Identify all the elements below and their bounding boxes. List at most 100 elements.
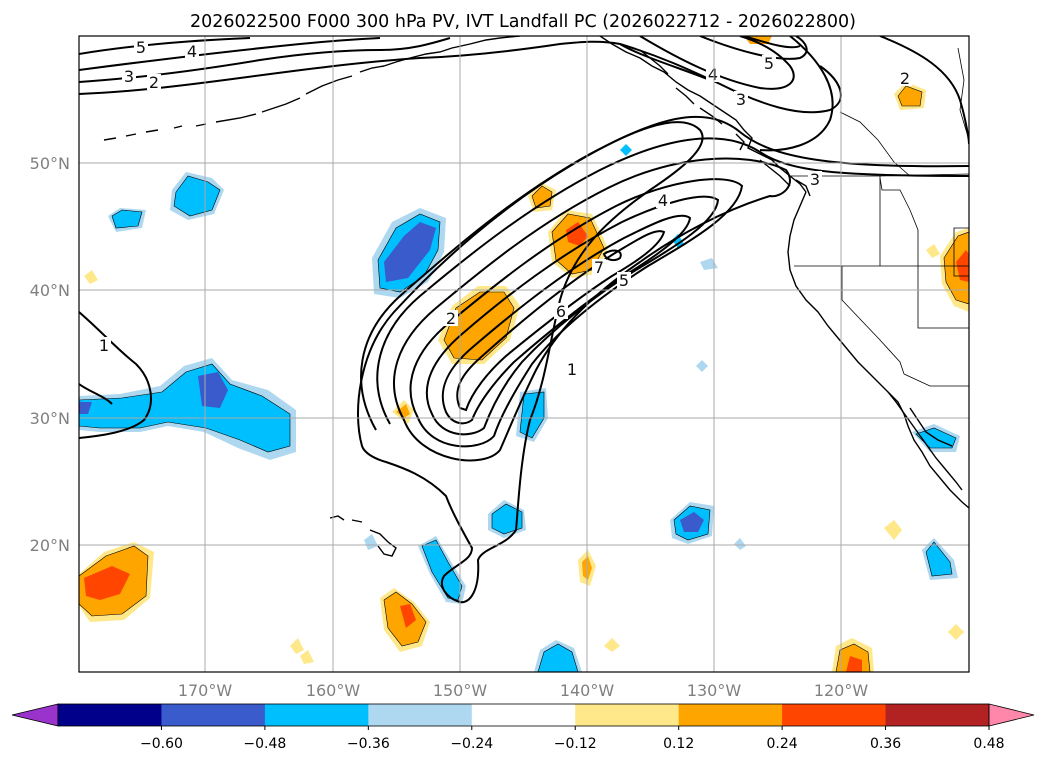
colorbar-tick-label: −0.60 — [140, 736, 183, 752]
colorbar-segments — [58, 704, 990, 726]
ivt-contour — [639, 36, 795, 90]
lat-label: 50°N — [30, 154, 70, 173]
colorbar-segment — [575, 704, 680, 726]
pv-positive-region — [926, 244, 940, 258]
pv-negative-region — [111, 209, 143, 229]
ivt-contour — [602, 249, 622, 262]
contour-label: 5 — [136, 38, 146, 57]
map-title: 2026022500 F000 300 hPa PV, IVT Landfall… — [190, 12, 856, 32]
colorbar-tick-label: −0.48 — [243, 736, 286, 752]
colorbar-tick-label: 0.36 — [870, 736, 901, 752]
lon-label: 140°W — [560, 681, 615, 700]
colorbar-ticks: −0.60 −0.48 −0.36 −0.24 −0.12 0.12 0.24 0.36 0.4… — [140, 726, 1005, 752]
pv-positive-region — [846, 656, 862, 672]
ivt-contours — [79, 36, 969, 604]
contour-label: 4 — [187, 42, 197, 61]
contour-label: 3 — [124, 67, 134, 86]
ivt-contour — [759, 36, 834, 152]
pv-negative-region — [696, 360, 708, 372]
bc-islands — [735, 133, 811, 197]
contour-labels: 5 4 3 2 4 5 3 2 3 4 7 5 6 2 — [97, 38, 912, 379]
colorbar-tick-label: −0.24 — [450, 736, 493, 752]
colorbar-segment — [782, 704, 887, 726]
lon-label: 130°W — [687, 681, 742, 700]
pv-negative-region — [384, 222, 436, 282]
lon-label: 170°W — [178, 681, 233, 700]
map-frame — [78, 35, 970, 673]
latitude-labels: 50°N 40°N 30°N 20°N — [30, 154, 70, 555]
lon-label: 120°W — [814, 681, 869, 700]
ivt-contour — [376, 137, 969, 425]
contour-label: 5 — [619, 271, 629, 290]
pv-positive-region — [948, 624, 964, 640]
colorbar-tick-label: −0.36 — [347, 736, 390, 752]
us-west-coast — [787, 191, 969, 509]
bc-coast — [639, 49, 723, 125]
pv-positive-region — [396, 404, 410, 418]
contour-label: 3 — [736, 90, 746, 109]
lat-label: 40°N — [30, 281, 70, 300]
contour-label: 1 — [99, 336, 109, 355]
aleutian-islands — [103, 65, 385, 141]
pv-positive-region — [566, 222, 588, 246]
longitude-labels: 170°W 160°W 150°W 140°W 130°W 120°W — [178, 681, 869, 700]
ivt-contour — [619, 43, 711, 81]
contour-label: 2 — [446, 309, 456, 328]
pv-negative-region — [620, 144, 632, 156]
ivt-contour — [456, 230, 666, 412]
pv-negative-region — [925, 541, 953, 577]
pv-positive-region — [604, 638, 620, 652]
pv-negative-region — [491, 503, 523, 535]
pv-negative-region — [173, 175, 221, 217]
ivt-contour — [357, 121, 704, 604]
ivt-contour — [79, 383, 113, 405]
ivt-contour — [699, 36, 808, 60]
lon-label: 160°W — [306, 681, 361, 700]
pv-positive-region — [290, 638, 304, 654]
colorbar-segment — [368, 704, 473, 726]
colorbar-extend-left — [11, 703, 59, 727]
colorbar-tick-label: 0.24 — [767, 736, 798, 752]
colorbar-frame — [57, 703, 990, 727]
gridlines — [79, 36, 969, 672]
pv-negative-region — [79, 363, 291, 453]
ivt-contour — [425, 195, 720, 436]
colorbar-tick-label: 0.12 — [663, 736, 694, 752]
pv-negative-region — [672, 234, 684, 248]
colorbar-tick-label: 0.48 — [973, 736, 1004, 752]
colorbar-extend-right — [988, 703, 1035, 727]
pv-positive-region — [84, 270, 98, 284]
contour-label: 6 — [556, 302, 566, 321]
ivt-contour — [879, 36, 969, 145]
contour-label: 4 — [658, 191, 668, 210]
pv-negative-region — [680, 512, 704, 532]
ivt-contour — [79, 40, 842, 114]
contour-label: 3 — [810, 170, 820, 189]
map-area: 5 4 3 2 4 5 3 2 3 4 7 5 6 2 — [79, 36, 969, 672]
pv-negative-region — [364, 534, 378, 550]
baja-california — [887, 391, 963, 491]
lon-label: 150°W — [433, 681, 488, 700]
colorbar-tick-label: −0.12 — [554, 736, 597, 752]
contour-label: 1 — [567, 360, 577, 379]
pv-positive-region — [84, 566, 130, 600]
pv-shading — [79, 36, 969, 672]
contour-label: 5 — [764, 54, 774, 73]
pv-negative-region — [537, 643, 579, 672]
lat-label: 30°N — [30, 409, 70, 428]
contour-label: 4 — [708, 65, 718, 84]
pv-positive-region — [897, 85, 923, 107]
ivt-contour — [79, 37, 381, 71]
ivt-contour — [743, 36, 801, 49]
ivt-contour — [393, 157, 791, 462]
pv-positive-region — [943, 231, 969, 305]
ivt-contour — [441, 214, 692, 425]
ivt-contour — [79, 37, 251, 55]
colorbar-segment — [58, 704, 162, 726]
colorbar-segment — [471, 704, 576, 726]
colorbar-segment — [678, 704, 783, 726]
pv-negative-region — [734, 538, 746, 550]
pv-positive-region — [300, 650, 314, 664]
contour-label: 2 — [900, 69, 910, 88]
